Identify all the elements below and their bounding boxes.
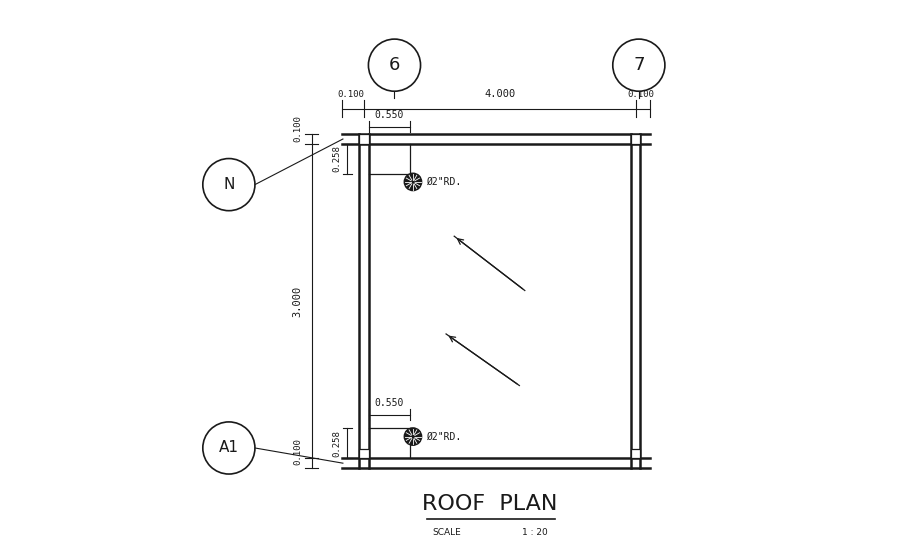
Text: 0.258: 0.258	[333, 146, 342, 172]
Text: 0.100: 0.100	[293, 438, 302, 465]
Circle shape	[404, 428, 421, 445]
Text: 3.000: 3.000	[292, 286, 302, 317]
Text: Ø2"RD.: Ø2"RD.	[426, 177, 461, 187]
Circle shape	[404, 173, 421, 191]
Circle shape	[203, 422, 254, 474]
Circle shape	[368, 39, 420, 91]
Text: 0.100: 0.100	[293, 116, 302, 142]
Text: 0.100: 0.100	[627, 90, 654, 99]
Text: 1 : 20: 1 : 20	[521, 528, 548, 536]
Bar	[359, 449, 369, 458]
Text: 0.550: 0.550	[374, 399, 403, 408]
Bar	[630, 449, 640, 458]
Text: Ø2"RD.: Ø2"RD.	[426, 432, 461, 441]
Text: SCALE: SCALE	[432, 528, 461, 536]
Text: 0.100: 0.100	[336, 90, 364, 99]
Text: N: N	[223, 177, 235, 192]
Circle shape	[612, 39, 664, 91]
Text: A1: A1	[218, 440, 239, 456]
Text: 0.550: 0.550	[374, 110, 403, 120]
Circle shape	[203, 159, 254, 211]
Text: 0.258: 0.258	[333, 430, 342, 457]
Bar	[359, 134, 369, 144]
Text: 6: 6	[389, 56, 400, 74]
Text: 7: 7	[632, 56, 644, 74]
Text: ROOF  PLAN: ROOF PLAN	[421, 494, 557, 514]
Bar	[630, 134, 640, 144]
Text: 4.000: 4.000	[483, 89, 515, 99]
